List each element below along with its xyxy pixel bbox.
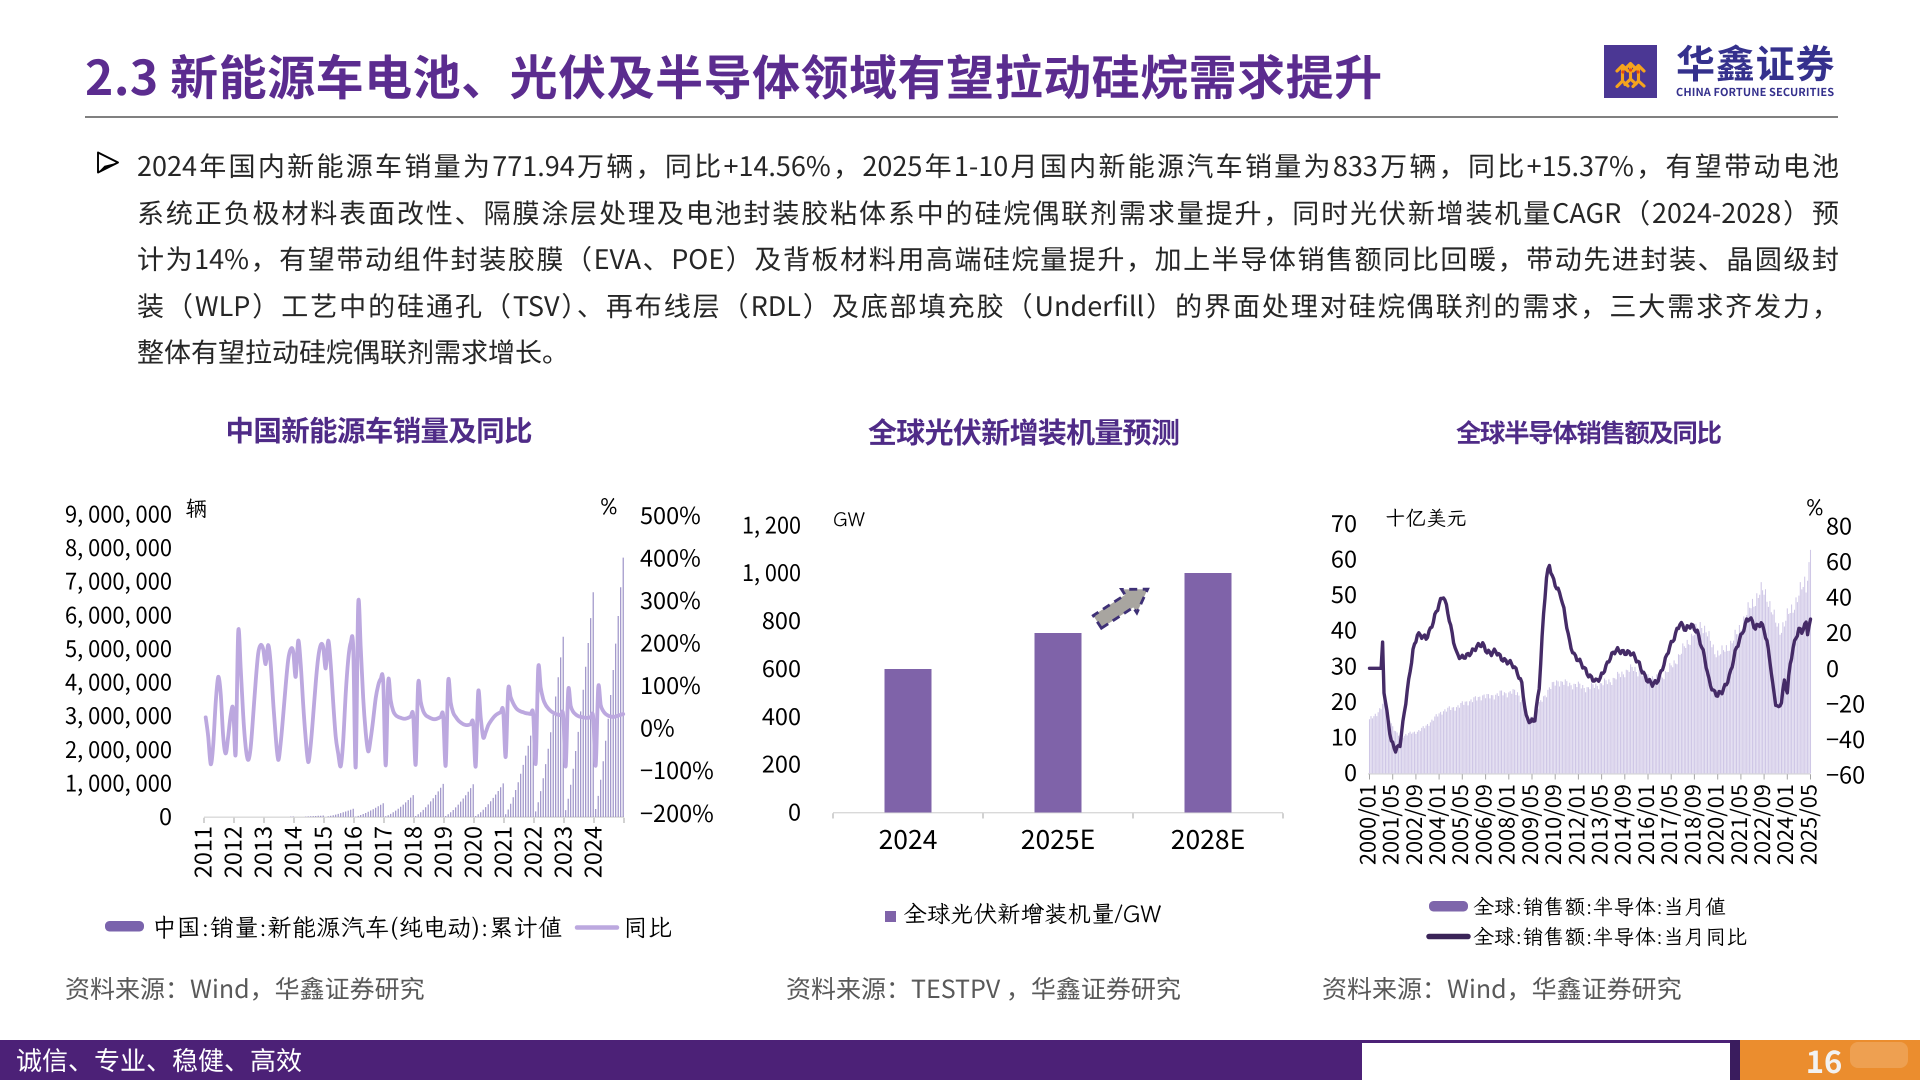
svg-text:300%: 300% xyxy=(640,582,701,616)
svg-text:20: 20 xyxy=(1331,683,1357,717)
svg-text:200: 200 xyxy=(762,746,801,780)
svg-text:60: 60 xyxy=(1331,541,1357,575)
svg-text:200%: 200% xyxy=(640,625,701,659)
svg-text:十亿美元: 十亿美元 xyxy=(1385,504,1467,531)
svg-text:2004/01: 2004/01 xyxy=(1421,784,1452,865)
svg-text:2, 000, 000: 2, 000, 000 xyxy=(65,731,172,765)
svg-text:2019: 2019 xyxy=(424,826,458,878)
svg-text:2017/05: 2017/05 xyxy=(1653,784,1684,865)
svg-text:0: 0 xyxy=(788,794,801,828)
svg-text:600: 600 xyxy=(762,650,801,684)
svg-text:60: 60 xyxy=(1826,543,1852,577)
svg-text:2017: 2017 xyxy=(364,826,398,878)
svg-text:−40: −40 xyxy=(1826,721,1865,755)
svg-text:2013: 2013 xyxy=(244,826,278,878)
svg-text:400%: 400% xyxy=(640,539,701,573)
svg-text:40: 40 xyxy=(1826,579,1852,613)
svg-text:800: 800 xyxy=(762,602,801,636)
svg-text:2015: 2015 xyxy=(304,826,338,878)
svg-text:2021/05: 2021/05 xyxy=(1723,784,1754,865)
svg-text:2010/09: 2010/09 xyxy=(1537,784,1568,865)
svg-text:2023: 2023 xyxy=(544,826,578,878)
svg-text:70: 70 xyxy=(1331,505,1357,539)
svg-text:10: 10 xyxy=(1331,718,1357,752)
svg-text:全球半导体销售额及同比: 全球半导体销售额及同比 xyxy=(1456,413,1722,450)
svg-text:全球:销售额:半导体:当月值: 全球:销售额:半导体:当月值 xyxy=(1473,892,1726,920)
svg-text:1, 000, 000: 1, 000, 000 xyxy=(65,764,172,798)
svg-text:2022: 2022 xyxy=(514,826,548,878)
svg-text:2008/01: 2008/01 xyxy=(1491,784,1522,865)
svg-text:2020: 2020 xyxy=(454,826,488,878)
svg-text:400: 400 xyxy=(762,698,801,732)
svg-text:2006/09: 2006/09 xyxy=(1468,784,1499,865)
svg-text:20: 20 xyxy=(1826,614,1852,648)
svg-text:−60: −60 xyxy=(1826,757,1865,791)
svg-text:30: 30 xyxy=(1331,647,1357,681)
svg-text:GW: GW xyxy=(833,506,866,532)
svg-text:2024: 2024 xyxy=(879,818,938,857)
svg-text:2001/05: 2001/05 xyxy=(1375,784,1406,865)
svg-text:2000/01: 2000/01 xyxy=(1351,784,1382,865)
svg-text:2011: 2011 xyxy=(184,826,218,878)
svg-text:2020/01: 2020/01 xyxy=(1700,784,1731,865)
svg-text:0: 0 xyxy=(159,798,172,832)
svg-text:0: 0 xyxy=(1826,650,1839,684)
svg-text:2014: 2014 xyxy=(274,826,308,878)
svg-text:6, 000, 000: 6, 000, 000 xyxy=(65,596,172,630)
svg-text:1, 200: 1, 200 xyxy=(742,506,801,540)
svg-text:2024: 2024 xyxy=(574,826,608,878)
svg-text:1, 000: 1, 000 xyxy=(742,554,801,588)
svg-text:40: 40 xyxy=(1331,612,1357,646)
svg-text:2002/09: 2002/09 xyxy=(1398,784,1429,865)
svg-text:2012: 2012 xyxy=(214,826,248,878)
svg-text:50: 50 xyxy=(1331,576,1357,610)
svg-text:全球:销售额:半导体:当月同比: 全球:销售额:半导体:当月同比 xyxy=(1473,922,1747,950)
svg-text:2012/01: 2012/01 xyxy=(1560,784,1591,865)
svg-text:−200%: −200% xyxy=(640,795,714,829)
svg-text:2024/01: 2024/01 xyxy=(1769,784,1800,865)
svg-text:2018/09: 2018/09 xyxy=(1676,784,1707,865)
svg-text:2025/05: 2025/05 xyxy=(1792,784,1823,865)
svg-text:2016/01: 2016/01 xyxy=(1630,784,1661,865)
svg-text:2022/09: 2022/09 xyxy=(1746,784,1777,865)
svg-text:2013/05: 2013/05 xyxy=(1584,784,1615,865)
svg-text:0%: 0% xyxy=(640,710,675,744)
svg-text:2014/09: 2014/09 xyxy=(1607,784,1638,865)
svg-text:0: 0 xyxy=(1344,754,1357,788)
svg-text:中国新能源车销量及同比: 中国新能源车销量及同比 xyxy=(226,409,533,450)
svg-text:辆: 辆 xyxy=(185,494,207,523)
svg-text:中国:销量:新能源汽车(纯电动):累计值: 中国:销量:新能源汽车(纯电动):累计值 xyxy=(152,911,562,943)
svg-text:2016: 2016 xyxy=(334,826,368,878)
svg-text:−20: −20 xyxy=(1826,685,1865,719)
svg-text:100%: 100% xyxy=(640,667,701,701)
svg-text:%: % xyxy=(600,492,618,521)
svg-text:500%: 500% xyxy=(640,497,701,531)
svg-text:2025E: 2025E xyxy=(1021,818,1095,857)
svg-text:7, 000, 000: 7, 000, 000 xyxy=(65,563,172,597)
svg-text:2018: 2018 xyxy=(394,826,428,878)
svg-text:3, 000, 000: 3, 000, 000 xyxy=(65,697,172,731)
svg-text:80: 80 xyxy=(1826,508,1852,542)
svg-text:2028E: 2028E xyxy=(1171,818,1245,857)
svg-text:4, 000, 000: 4, 000, 000 xyxy=(65,664,172,698)
svg-text:%: % xyxy=(1806,493,1824,522)
svg-text:同比: 同比 xyxy=(623,911,672,943)
svg-text:全球光伏新增装机量预测: 全球光伏新增装机量预测 xyxy=(868,410,1180,452)
svg-text:2005/05: 2005/05 xyxy=(1444,784,1475,865)
svg-text:2009/05: 2009/05 xyxy=(1514,784,1545,865)
svg-text:8, 000, 000: 8, 000, 000 xyxy=(65,529,172,563)
svg-text:2021: 2021 xyxy=(484,826,518,878)
svg-text:全球光伏新增装机量/GW: 全球光伏新增装机量/GW xyxy=(903,898,1161,929)
svg-text:−100%: −100% xyxy=(640,752,714,786)
svg-text:5, 000, 000: 5, 000, 000 xyxy=(65,630,172,664)
svg-text:9, 000, 000: 9, 000, 000 xyxy=(65,496,172,530)
